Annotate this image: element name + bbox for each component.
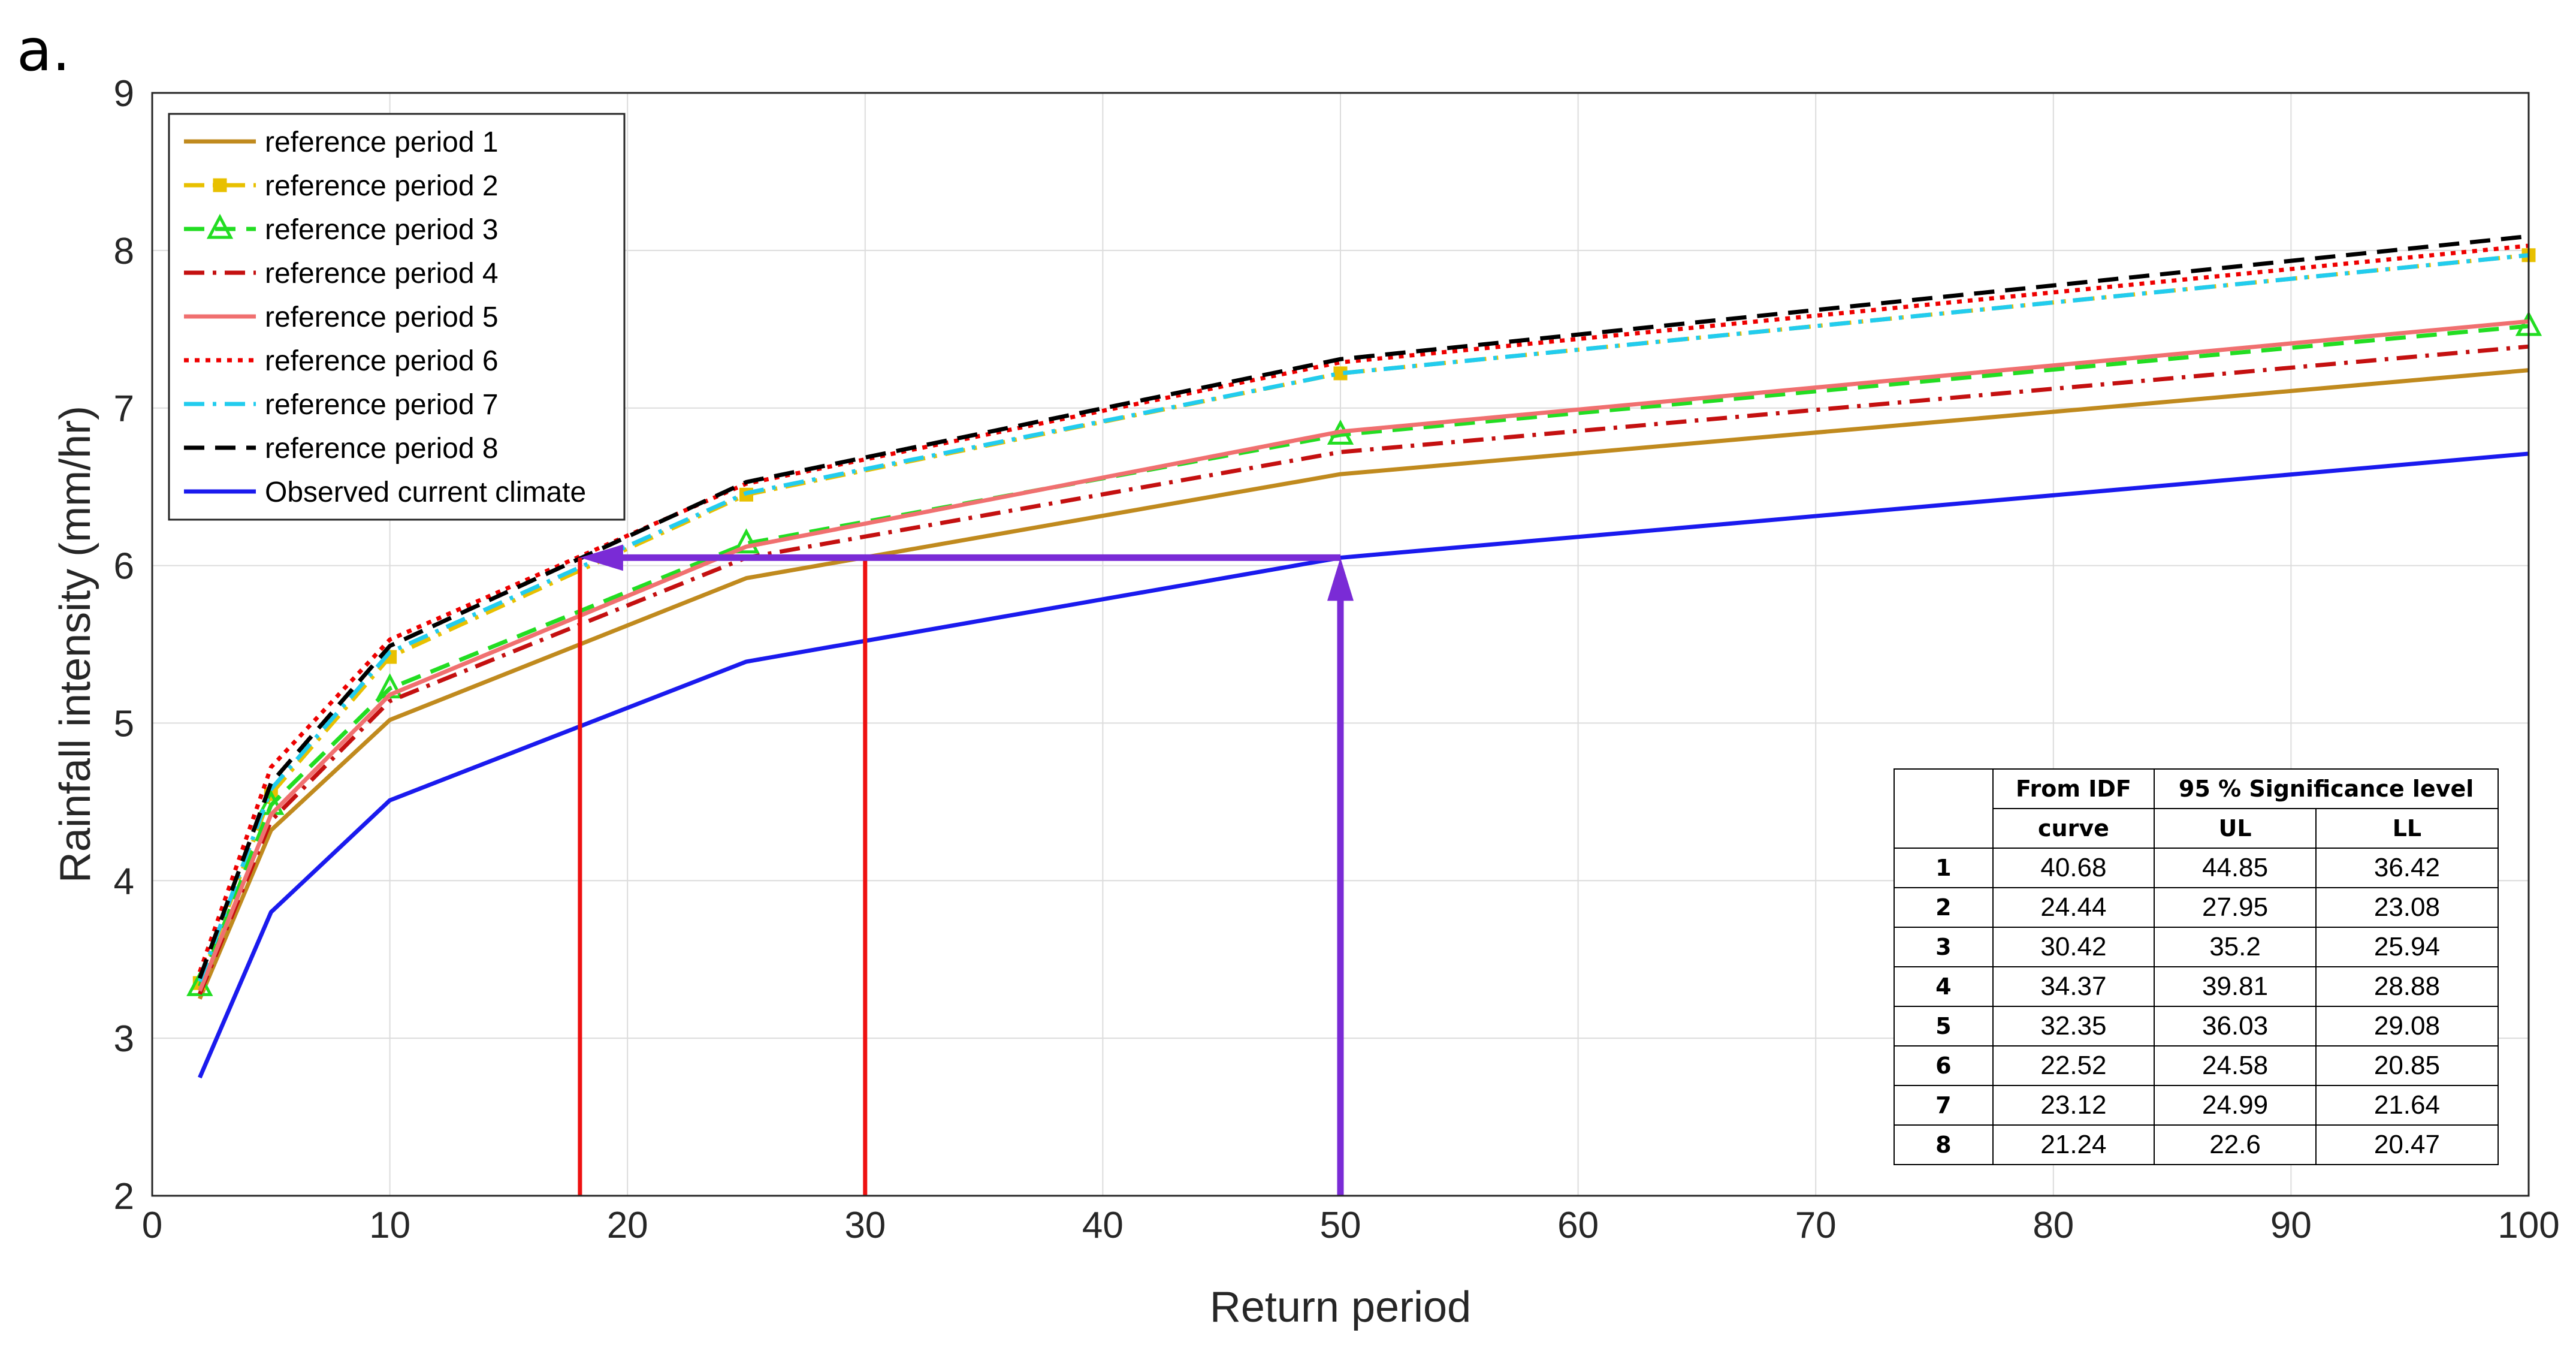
data-point-triangle <box>733 528 760 554</box>
data-point-square <box>213 178 227 192</box>
table-cell: 32.35 <box>1992 1006 2155 1047</box>
y-tick-label: 8 <box>114 231 134 272</box>
series-line <box>198 344 2529 995</box>
table-header-curve: curve <box>1992 808 2155 849</box>
purple-left-arrowhead <box>579 544 623 571</box>
table-row-header: 1 <box>1894 848 1994 888</box>
table-row: 5 32.35 36.03 29.08 <box>1894 1006 2499 1047</box>
table-corner-cell <box>1894 768 1994 849</box>
annotation-layer <box>578 544 1354 1196</box>
y-tick-label: 5 <box>114 703 134 744</box>
table-header-row: From IDF 95 % Significance level <box>1894 768 2499 849</box>
table-cell: 20.85 <box>2315 1045 2499 1086</box>
table-header-ul: UL <box>2154 808 2317 849</box>
table-cell: 24.44 <box>1992 887 2155 928</box>
series-layer <box>186 234 2542 1079</box>
legend-label: reference period 5 <box>265 301 499 333</box>
x-tick-label: 10 <box>369 1205 410 1246</box>
table-cell: 34.37 <box>1992 966 2155 1007</box>
series-line <box>198 319 2529 992</box>
x-axis-label: Return period <box>1210 1283 1471 1331</box>
table-cell: 35.2 <box>2154 927 2317 967</box>
table-cell: 36.42 <box>2315 848 2499 888</box>
table-cell: 21.24 <box>1992 1124 2155 1165</box>
table-cell: 27.95 <box>2154 887 2317 928</box>
significance-table: From IDF 95 % Significance level curve U… <box>1894 768 2499 1165</box>
table-cell: 20.47 <box>2315 1124 2499 1165</box>
table-row: 1 40.68 44.85 36.42 <box>1894 848 2499 888</box>
panel-label: a. <box>17 17 71 84</box>
legend-label: reference period 4 <box>265 258 499 289</box>
y-axis-label: Rainfall intensity (mm/hr) <box>52 406 99 883</box>
table-row: 2 24.44 27.95 23.08 <box>1894 887 2499 928</box>
table-row-header: 6 <box>1894 1045 1994 1086</box>
x-tick-label: 20 <box>607 1205 648 1246</box>
y-tick-label: 4 <box>114 861 134 902</box>
x-tick-label: 70 <box>1795 1205 1837 1246</box>
x-tick-label: 60 <box>1557 1205 1599 1246</box>
table-row-header: 5 <box>1894 1006 1994 1047</box>
table-cell: 24.58 <box>2154 1045 2317 1086</box>
plot-frame <box>151 92 2530 1197</box>
x-tick-label: 80 <box>2033 1205 2074 1246</box>
series-line <box>198 243 2529 973</box>
table-cell: 25.94 <box>2315 927 2499 967</box>
table-cell: 21.64 <box>2315 1085 2499 1126</box>
y-tick-label: 7 <box>114 388 134 430</box>
table-cell: 22.6 <box>2154 1124 2317 1165</box>
table-row: 4 34.37 39.81 28.88 <box>1894 966 2499 1007</box>
x-tick-label: 50 <box>1320 1205 1361 1246</box>
y-tick-label: 3 <box>114 1018 134 1060</box>
y-tick-label: 6 <box>114 546 134 587</box>
x-tick-label: 90 <box>2270 1205 2312 1246</box>
legend-label: reference period 7 <box>265 389 499 421</box>
table-row-header: 2 <box>1894 887 1994 928</box>
table-row-header: 8 <box>1894 1124 1994 1165</box>
table-cell: 28.88 <box>2315 966 2499 1007</box>
table-row: 8 21.24 22.6 20.47 <box>1894 1124 2499 1165</box>
x-tick-label: 40 <box>1082 1205 1124 1246</box>
legend-label: reference period 2 <box>265 170 499 202</box>
legend: reference period 1 reference period 2 refe… <box>168 113 626 521</box>
table-cell: 40.68 <box>1992 848 2155 888</box>
table-header-ll: LL <box>2315 808 2499 849</box>
table-cell: 39.81 <box>2154 966 2317 1007</box>
table-row-header: 3 <box>1894 927 1994 967</box>
table-cell: 30.42 <box>1992 927 2155 967</box>
series-line <box>198 451 2529 1079</box>
table-cell: 24.99 <box>2154 1085 2317 1126</box>
table-row-header: 7 <box>1894 1085 1994 1126</box>
y-tick-label: 9 <box>114 73 134 114</box>
table-cell: 36.03 <box>2154 1006 2317 1047</box>
table-cell: 29.08 <box>2315 1006 2499 1047</box>
series-line <box>198 324 2529 987</box>
legend-label: reference period 1 <box>265 126 499 158</box>
table-cell: 23.12 <box>1992 1085 2155 1126</box>
purple-up-arrowhead <box>1327 557 1354 601</box>
table-cell: 23.08 <box>2315 887 2499 928</box>
table-header-idf: From IDF <box>1992 768 2155 809</box>
x-tick-label: 30 <box>844 1205 886 1246</box>
table-row: 6 22.52 24.58 20.85 <box>1894 1045 2499 1086</box>
x-tick-label: 100 <box>2498 1205 2559 1246</box>
legend-label: reference period 8 <box>265 433 499 465</box>
table-row: 7 23.12 24.99 21.64 <box>1894 1085 2499 1126</box>
table-row: 3 30.42 35.2 25.94 <box>1894 927 2499 967</box>
legend-box <box>168 113 626 521</box>
series-line <box>198 234 2529 979</box>
table-header-significance: 95 % Significance level <box>2154 768 2499 809</box>
data-point-triangle <box>206 213 234 239</box>
table-subheader-row: curve UL LL <box>1894 808 2499 849</box>
legend-label: Observed current climate <box>265 477 586 508</box>
legend-label: reference period 3 <box>265 214 499 246</box>
series-line <box>198 368 2529 1000</box>
x-tick-label: 0 <box>142 1205 162 1246</box>
table-row-header: 4 <box>1894 966 1994 1007</box>
table-cell: 22.52 <box>1992 1045 2155 1086</box>
table-cell: 44.85 <box>2154 848 2317 888</box>
legend-label: reference period 6 <box>265 345 499 377</box>
y-tick-label: 2 <box>114 1176 134 1217</box>
